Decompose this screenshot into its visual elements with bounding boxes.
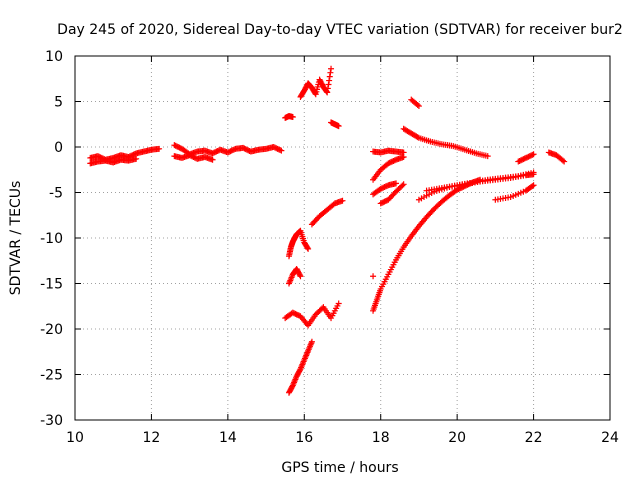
data-point — [308, 338, 315, 345]
data-point — [305, 245, 312, 252]
data-point — [530, 169, 537, 176]
data-point — [414, 101, 421, 108]
data-point — [326, 77, 333, 84]
data-point — [399, 182, 406, 189]
series-arc-d — [171, 152, 216, 163]
y-tick-label: 0 — [54, 140, 63, 156]
x-tick-label: 18 — [372, 430, 390, 446]
x-axis-label: GPS time / hours — [281, 460, 398, 476]
data-point — [209, 156, 216, 163]
x-tick-label: 20 — [448, 430, 466, 446]
series-arc-j — [282, 300, 342, 329]
data-point — [324, 85, 331, 92]
x-tick-label: 14 — [219, 430, 237, 446]
y-tick-label: -5 — [49, 186, 63, 202]
series-arc-y — [545, 149, 568, 165]
data-point — [156, 145, 163, 152]
y-axis-label: SDTVAR / TECUs — [8, 181, 24, 296]
data-point — [327, 69, 334, 76]
x-tick-label: 16 — [295, 430, 313, 446]
series-arc-t — [377, 181, 407, 207]
data-point — [400, 154, 407, 161]
data-point — [289, 113, 296, 120]
x-tick-label: 10 — [66, 430, 84, 446]
x-tick-label: 22 — [525, 430, 543, 446]
series-arc-l — [308, 197, 346, 228]
x-tick-label: 12 — [143, 430, 161, 446]
data-point — [328, 65, 335, 72]
y-tick-label: -15 — [40, 277, 63, 293]
data-point — [415, 103, 422, 110]
data-point — [559, 157, 566, 164]
data-point — [289, 383, 296, 390]
data-points — [87, 65, 568, 396]
data-point — [400, 181, 407, 188]
data-point — [484, 153, 491, 160]
data-point — [335, 123, 342, 130]
data-point — [325, 81, 332, 88]
data-point — [530, 182, 537, 189]
series-arc-p — [400, 125, 491, 160]
y-tick-label: -10 — [40, 231, 63, 247]
data-point — [297, 273, 304, 280]
grid — [75, 56, 610, 420]
chart-title: Day 245 of 2020, Sidereal Day-to-day VTE… — [57, 22, 623, 38]
data-point — [393, 180, 399, 187]
data-point — [529, 151, 536, 158]
axis-ticks: 10 12 14 16 18 20 22 24 -30 -25 -20 -15 -10 -5 0 5 10 — [40, 49, 619, 446]
data-point — [133, 155, 140, 162]
series-arc-e — [282, 113, 296, 121]
series-arc-k — [286, 338, 315, 396]
data-point — [370, 273, 377, 280]
data-point — [335, 300, 342, 307]
data-point — [339, 197, 346, 204]
data-point — [277, 147, 284, 154]
series-arc-s — [370, 154, 407, 183]
series-arc-w — [492, 182, 537, 203]
data-point — [323, 88, 330, 95]
series-arc-o — [423, 169, 537, 194]
y-tick-label: 5 — [54, 95, 63, 111]
y-tick-label: 10 — [45, 49, 63, 65]
y-tick-label: -25 — [40, 368, 63, 384]
series-arc-x — [515, 151, 537, 165]
data-point — [278, 147, 285, 154]
data-point — [324, 89, 331, 96]
series-arc-i — [286, 265, 304, 287]
series-arc-r — [370, 147, 407, 156]
series-arc-f — [297, 65, 335, 100]
y-tick-label: -20 — [40, 322, 63, 338]
series-arc-u — [370, 180, 399, 198]
data-point — [326, 73, 333, 80]
data-point — [530, 151, 537, 158]
data-point — [529, 183, 536, 190]
series-arc-b — [87, 155, 140, 167]
series-arc-c — [171, 142, 285, 158]
series-arc-v — [370, 273, 377, 280]
data-point — [561, 158, 568, 165]
x-tick-label: 24 — [601, 430, 619, 446]
series-arc-g — [328, 119, 342, 130]
series-arc-q — [408, 96, 422, 110]
data-point — [296, 272, 303, 279]
series-arc-h — [286, 227, 312, 260]
data-point — [304, 244, 311, 251]
y-tick-label: -30 — [40, 413, 63, 429]
data-point — [296, 228, 303, 235]
data-point — [312, 90, 319, 97]
data-point — [414, 134, 421, 141]
data-point — [296, 367, 303, 374]
